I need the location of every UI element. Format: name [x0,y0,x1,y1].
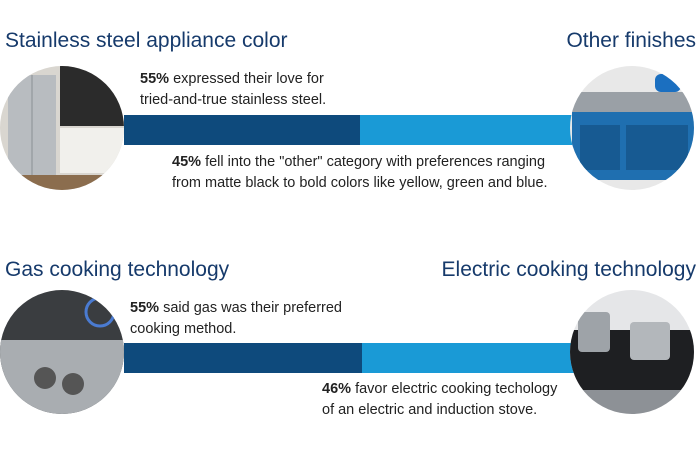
bar-right [362,343,575,373]
panel: Stainless steel appliance color Other fi… [0,29,696,191]
highlight: 55% [140,71,169,87]
bar-left [124,115,360,145]
left-title: Gas cooking technology [5,258,230,281]
highlight: 45% [172,154,201,170]
highlight: 55% [130,300,159,316]
note-line: cooking method. [130,321,236,337]
note-line: expressed their love for [173,71,324,87]
left-title: Stainless steel appliance color [5,29,288,52]
highlight: 46% [322,381,351,397]
note-line: favor electric cooking techology [355,381,558,397]
note-line: of an electric and induction stove. [322,402,537,418]
bar-right [360,115,575,145]
note-line: from matte black to bold colors like yel… [172,175,548,191]
induction-photo [570,290,694,414]
note-line: said gas was their preferred [163,300,342,316]
note-line: fell into the "other" category with pref… [205,154,545,170]
right-note: 46% favor electric cooking techology of … [322,381,561,418]
range-photo [570,66,694,190]
left-note: 55% said gas was their preferred cooking… [130,300,346,337]
gas-photo [0,290,124,414]
panel: Gas cooking technology Electric cooking … [0,258,696,418]
left-note: 55% expressed their love for tried-and-t… [140,71,328,108]
kitchen-photo [0,66,124,190]
right-note: 45% fell into the "other" category with … [172,154,549,191]
right-title: Electric cooking technology [442,258,697,281]
bar-left [124,343,362,373]
note-line: tried-and-true stainless steel. [140,92,326,108]
right-title: Other finishes [566,29,696,52]
